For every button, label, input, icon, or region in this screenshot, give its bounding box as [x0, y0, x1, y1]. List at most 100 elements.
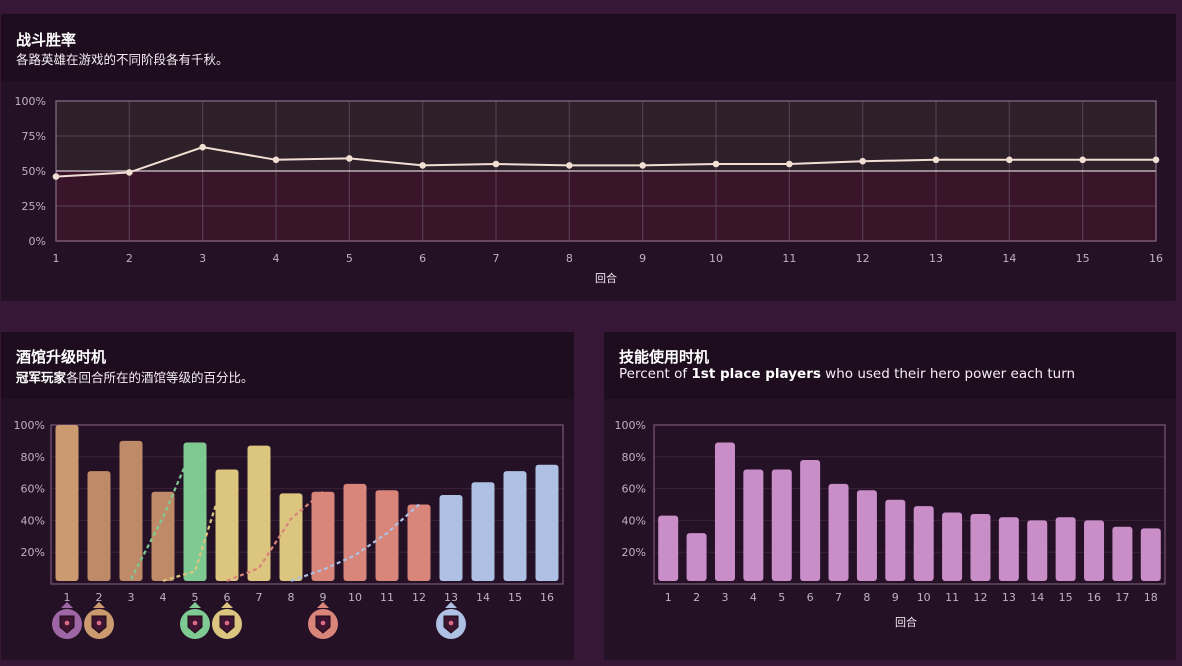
x-tick-label: 16 — [1149, 252, 1163, 265]
winrate-subtitle: 各路英雄在游戏的不同阶段各有千秋。 — [16, 52, 229, 67]
tavern-tier-badge — [180, 602, 210, 639]
x-tick-label: 15 — [508, 591, 522, 604]
power-header: 技能使用时机 Percent of 1st place players who … — [604, 332, 1176, 399]
power-subtitle-bold: 1st place players — [691, 366, 821, 382]
power-bar — [714, 442, 735, 581]
x-axis-label: 回合 — [895, 615, 917, 629]
y-tick-label: 20% — [21, 546, 45, 559]
winrate-point — [1079, 156, 1086, 164]
x-tick-label: 4 — [273, 252, 280, 265]
power-bar — [970, 514, 991, 581]
x-tick-label: 3 — [199, 252, 206, 265]
winrate-point — [932, 156, 940, 164]
badge-crown — [445, 602, 457, 608]
power-bar — [771, 469, 792, 581]
badge-gem — [448, 620, 454, 626]
tavern-bar — [407, 504, 431, 581]
power-bar — [942, 512, 963, 581]
power-bar — [800, 459, 821, 581]
power-bar — [1112, 526, 1133, 581]
tavern-bar — [55, 425, 79, 581]
x-tick-label: 13 — [1002, 591, 1016, 604]
x-tick-label: 8 — [863, 591, 870, 604]
tavern-bar — [119, 440, 143, 581]
winrate-series-line — [55, 146, 1156, 178]
tavern-bar — [535, 464, 559, 581]
winrate-point — [492, 160, 500, 168]
x-tick-label: 14 — [476, 591, 490, 604]
y-tick-label: 50% — [22, 165, 46, 178]
winrate-point — [859, 157, 866, 165]
tavern-bar — [503, 471, 527, 581]
tavern-tier-badge — [84, 602, 114, 639]
winrate-point — [346, 155, 353, 162]
power-bar — [828, 483, 849, 581]
tier-transition-curve — [290, 503, 420, 582]
x-tick-label: 12 — [856, 252, 870, 265]
badge-gem — [224, 620, 230, 626]
x-tick-label: 10 — [348, 591, 362, 604]
x-tick-label: 3 — [128, 591, 135, 604]
winrate-point — [712, 160, 720, 168]
power-bar — [1055, 517, 1076, 581]
tavern-subtitle-rest: 各回合所在的酒馆等级的百分比。 — [66, 370, 254, 385]
y-tick-label: 80% — [21, 451, 45, 464]
winrate-point — [786, 160, 793, 168]
x-tick-label: 7 — [835, 591, 842, 604]
x-tick-label: 6 — [807, 591, 814, 604]
power-bar — [686, 533, 707, 581]
x-tick-label: 16 — [540, 591, 554, 604]
power-title: 技能使用时机 — [619, 348, 710, 366]
x-tick-label: 13 — [444, 591, 458, 604]
power-bar — [1084, 520, 1105, 581]
x-tick-label: 10 — [917, 591, 931, 604]
x-tick-label: 15 — [1076, 252, 1090, 265]
plot-frame — [653, 424, 1166, 585]
x-tick-label: 18 — [1144, 591, 1158, 604]
y-tick-label: 40% — [21, 514, 45, 527]
x-tick-label: 2 — [693, 591, 700, 604]
power-subtitle-pre: Percent of — [619, 366, 692, 382]
tavern-subtitle-bold: 冠军玩家 — [16, 370, 67, 385]
x-tick-label: 12 — [412, 591, 426, 604]
x-tick-label: 10 — [709, 252, 723, 265]
tavern-bar — [279, 493, 303, 581]
y-tick-label: 100% — [615, 419, 646, 432]
x-tick-label: 12 — [973, 591, 987, 604]
x-tick-label: 5 — [778, 591, 785, 604]
tavern-bar — [247, 445, 271, 581]
badge-gem — [192, 620, 198, 626]
y-tick-label: 100% — [14, 419, 45, 432]
x-tick-label: 1 — [64, 591, 71, 604]
tavern-chart: 20%40%60%80%100%1 2 3 4 5 6 7 8 9 10 11 12 13 14 15 16 — [14, 419, 564, 639]
x-tick-label: 11 — [380, 591, 394, 604]
x-tick-label: 7 — [256, 591, 263, 604]
tavern-title: 酒馆升级时机 — [16, 348, 107, 366]
winrate-point — [272, 156, 280, 164]
power-bar — [885, 499, 906, 581]
tavern-bar — [439, 494, 463, 581]
x-tick-label: 2 — [96, 591, 103, 604]
winrate-point — [419, 162, 426, 169]
tavern-bar — [215, 469, 239, 581]
power-bar — [658, 515, 679, 581]
badge-crown — [221, 602, 233, 608]
x-axis-label: 回合 — [595, 271, 617, 285]
winrate-point — [639, 162, 646, 169]
tavern-subtitle: 冠军玩家各回合所在的酒馆等级的百分比。 — [16, 367, 254, 386]
badge-gem — [64, 620, 70, 626]
winrate-point — [1006, 156, 1013, 164]
tavern-tier-badge — [308, 602, 338, 639]
x-tick-label: 11 — [782, 252, 796, 265]
x-tick-label: 5 — [346, 252, 353, 265]
power-bar — [743, 469, 764, 581]
x-tick-label: 3 — [721, 591, 728, 604]
y-tick-label: 60% — [21, 483, 45, 496]
tier-transition-curve — [130, 442, 197, 580]
badge-gem — [96, 620, 102, 626]
tavern-tier-badge — [212, 602, 242, 639]
x-tick-label: 17 — [1115, 591, 1129, 604]
x-tick-label: 14 — [1030, 591, 1044, 604]
winrate-title: 战斗胜率 — [16, 31, 77, 49]
x-tick-label: 8 — [566, 252, 573, 265]
